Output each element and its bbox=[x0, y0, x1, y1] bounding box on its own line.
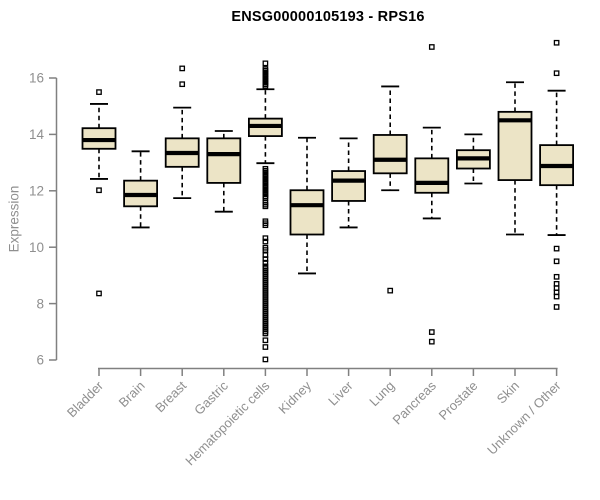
y-tick-label: 16 bbox=[29, 71, 44, 86]
outlier-point-unknown-other bbox=[553, 70, 560, 77]
outlier-point-hematopoietic-cells bbox=[262, 256, 269, 262]
box-kidney bbox=[289, 189, 325, 236]
y-tick-label: 14 bbox=[29, 127, 45, 142]
outlier-point-unknown-other bbox=[553, 39, 560, 46]
box-lung bbox=[372, 134, 408, 175]
outlier-point-bladder bbox=[96, 89, 102, 95]
outlier-point-pancreas bbox=[428, 338, 435, 345]
outlier-point-lung bbox=[387, 287, 394, 294]
x-tick-label-bladder: Bladder bbox=[64, 378, 107, 421]
x-tick-label-prostate: Prostate bbox=[436, 378, 481, 423]
outlier-point-unknown-other bbox=[553, 304, 560, 310]
x-tick-label-pancreas: Pancreas bbox=[389, 378, 439, 428]
outlier-point-hematopoietic-cells bbox=[262, 203, 269, 210]
outlier-point-pancreas bbox=[428, 44, 435, 50]
outlier-point-unknown-other bbox=[553, 273, 560, 280]
outlier-point-pancreas bbox=[428, 329, 435, 335]
outlier-point-hematopoietic-cells bbox=[262, 330, 269, 337]
y-tick-label: 8 bbox=[36, 296, 44, 311]
outlier-point-hematopoietic-cells bbox=[262, 83, 269, 89]
outlier-point-hematopoietic-cells bbox=[262, 60, 269, 67]
outlier-point-hematopoietic-cells bbox=[262, 235, 269, 242]
y-tick-label: 6 bbox=[36, 353, 44, 368]
outlier-point-hematopoietic-cells bbox=[262, 238, 269, 245]
outlier-point-breast bbox=[179, 81, 186, 88]
box-pancreas bbox=[414, 157, 450, 194]
outlier-point-bladder bbox=[96, 290, 102, 297]
x-tick-label-unknown-other: Unknown / Other bbox=[484, 378, 564, 458]
outlier-point-unknown-other bbox=[553, 293, 560, 300]
outlier-point-hematopoietic-cells bbox=[262, 356, 269, 363]
y-tick-label: 10 bbox=[29, 240, 44, 255]
x-tick-label-gastric: Gastric bbox=[191, 378, 231, 418]
outlier-point-hematopoietic-cells bbox=[262, 337, 269, 344]
x-tick-label-liver: Liver bbox=[325, 378, 356, 409]
outlier-point-hematopoietic-cells bbox=[262, 222, 269, 229]
x-tick-label-lung: Lung bbox=[366, 378, 397, 409]
outlier-point-breast bbox=[179, 65, 186, 72]
y-tick-label: 12 bbox=[29, 184, 44, 199]
outlier-point-hematopoietic-cells bbox=[262, 259, 269, 266]
box-gastric bbox=[206, 137, 242, 184]
outlier-point-unknown-other bbox=[553, 258, 560, 265]
outlier-point-bladder bbox=[96, 187, 102, 194]
x-tick-label-brain: Brain bbox=[116, 378, 148, 410]
x-tick-label-kidney: Kidney bbox=[275, 378, 314, 417]
outlier-point-hematopoietic-cells bbox=[262, 344, 269, 350]
outlier-point-unknown-other bbox=[553, 245, 560, 252]
x-tick-label-breast: Breast bbox=[152, 378, 189, 415]
x-tick-label-skin: Skin bbox=[494, 378, 522, 406]
box-liver bbox=[331, 170, 367, 202]
outlier-point-hematopoietic-cells bbox=[262, 247, 269, 253]
chart-title: ENSG00000105193 - RPS16 bbox=[231, 9, 425, 25]
box-skin bbox=[497, 110, 533, 181]
